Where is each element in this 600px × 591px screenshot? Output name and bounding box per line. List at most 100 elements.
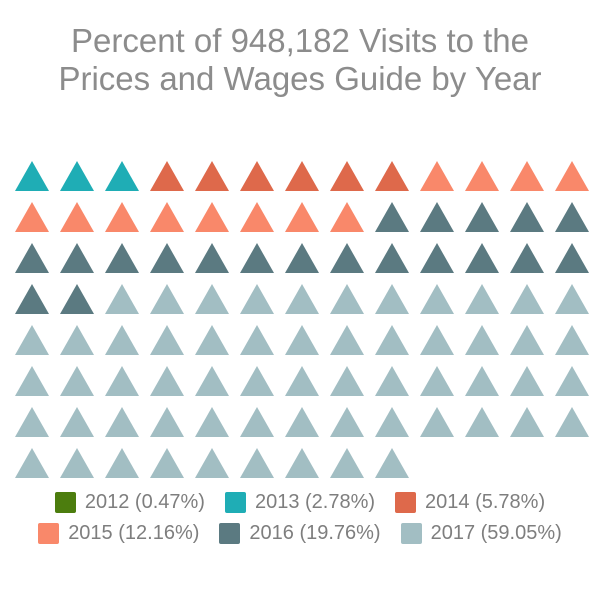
triangle-icon-2017 (555, 366, 589, 396)
triangle-icon-2017 (240, 284, 274, 314)
triangle-icon-2015 (285, 202, 319, 232)
triangle-icon-2017 (195, 325, 229, 355)
triangle-icon-2014 (195, 161, 229, 191)
triangle-icon-2017 (465, 407, 499, 437)
triangle-icon-2016 (60, 243, 94, 273)
triangle-icon-2015 (150, 202, 184, 232)
triangle-icon-2017 (420, 407, 454, 437)
legend-label-2012: 2012 (0.47%) (84, 491, 205, 513)
triangle-icon-2017 (420, 366, 454, 396)
triangle-icon-2016 (375, 202, 409, 232)
triangle-icon-2017 (375, 325, 409, 355)
triangle-icon-2016 (285, 243, 319, 273)
chart-title-line2: Prices and Wages Guide by Year (58, 60, 542, 97)
triangle-icon-2016 (375, 243, 409, 273)
triangle-icon-2015 (555, 161, 589, 191)
triangle-icon-2017 (195, 407, 229, 437)
triangle-icon-2017 (285, 366, 319, 396)
triangle-icon-2017 (240, 366, 274, 396)
triangle-icon-2017 (195, 366, 229, 396)
triangle-icon-2014 (375, 161, 409, 191)
triangle-icon-2017 (105, 284, 139, 314)
triangle-icon-2017 (15, 407, 49, 437)
legend-row-1: 2012 (0.47%) 2013 (2.78%) 2014 (5.78%) (0, 491, 600, 514)
legend-label-2016: 2016 (19.76%) (249, 522, 381, 544)
pictogram-grid (15, 161, 590, 478)
triangle-icon-2017 (555, 407, 589, 437)
chart-title-line1: Percent of 948,182 Visits to the (70, 22, 530, 59)
legend-swatch-icon-2014 (395, 492, 417, 513)
triangle-icon-2016 (195, 243, 229, 273)
triangle-icon-2015 (330, 202, 364, 232)
triangle-icon-2016 (555, 243, 589, 273)
triangle-icon-2017 (465, 366, 499, 396)
legend-label-2013: 2013 (2.78%) (254, 491, 376, 513)
triangle-icon-2014 (330, 161, 364, 191)
triangle-icon-2016 (555, 202, 589, 232)
triangle-icon-2017 (375, 407, 409, 437)
triangle-icon-2015 (15, 202, 49, 232)
triangle-icon-2014 (150, 161, 184, 191)
triangle-icon-2017 (285, 325, 319, 355)
triangle-icon-2017 (465, 284, 499, 314)
legend-item-2015: 2015 (12.16%) (38, 522, 199, 545)
triangle-icon-2013 (105, 161, 139, 191)
triangle-icon-2017 (465, 325, 499, 355)
triangle-icon-2017 (510, 407, 544, 437)
triangle-icon-2017 (15, 325, 49, 355)
triangle-icon-2017 (60, 407, 94, 437)
triangle-icon-2017 (285, 284, 319, 314)
triangle-icon-2017 (285, 448, 319, 478)
triangle-icon-2015 (60, 202, 94, 232)
triangle-icon-2017 (375, 448, 409, 478)
triangle-icon-2017 (15, 366, 49, 396)
triangle-icon-2017 (330, 407, 364, 437)
triangle-icon-2016 (150, 243, 184, 273)
triangle-icon-2016 (60, 284, 94, 314)
legend: 2012 (0.47%) 2013 (2.78%) 2014 (5.78%) 2015… (0, 491, 600, 545)
triangle-icon-2017 (375, 366, 409, 396)
triangle-icon-2016 (240, 243, 274, 273)
triangle-icon-2017 (60, 448, 94, 478)
triangle-icon-2017 (195, 284, 229, 314)
triangle-icon-2017 (15, 448, 49, 478)
legend-label-2014: 2014 (5.78%) (425, 491, 546, 513)
triangle-icon-2015 (465, 161, 499, 191)
triangle-icon-2017 (420, 284, 454, 314)
triangle-icon-2016 (510, 243, 544, 273)
legend-swatch-icon-2013 (224, 492, 246, 513)
triangle-icon-2016 (465, 243, 499, 273)
triangle-icon-2015 (420, 161, 454, 191)
triangle-icon-2017 (510, 366, 544, 396)
legend-item-2017: 2017 (59.05%) (400, 522, 562, 545)
triangle-icon-2016 (105, 243, 139, 273)
triangle-icon-2017 (285, 407, 319, 437)
triangle-icon-2017 (150, 284, 184, 314)
legend-swatch-icon-2015 (38, 523, 60, 544)
triangle-icon-2015 (105, 202, 139, 232)
triangle-icon-2014 (240, 161, 274, 191)
triangle-icon-2017 (510, 284, 544, 314)
legend-item-2014: 2014 (5.78%) (395, 491, 545, 514)
triangle-icon-2017 (150, 407, 184, 437)
triangle-icon-2017 (240, 325, 274, 355)
triangle-icon-2016 (465, 202, 499, 232)
triangle-icon-2016 (420, 202, 454, 232)
triangle-icon-2017 (150, 448, 184, 478)
triangle-icon-2017 (420, 325, 454, 355)
triangle-icon-2014 (285, 161, 319, 191)
legend-item-2016: 2016 (19.76%) (219, 522, 381, 545)
triangle-icon-2016 (420, 243, 454, 273)
legend-label-2015: 2015 (12.16%) (68, 522, 200, 544)
triangle-icon-2017 (150, 325, 184, 355)
legend-label-2017: 2017 (59.05%) (430, 522, 562, 544)
triangle-icon-2016 (15, 284, 49, 314)
triangle-icon-2016 (510, 202, 544, 232)
triangle-icon-2017 (105, 325, 139, 355)
triangle-icon-2017 (60, 366, 94, 396)
legend-swatch-icon-2012 (54, 492, 76, 513)
triangle-icon-2015 (510, 161, 544, 191)
triangle-icon-2017 (240, 407, 274, 437)
triangle-icon-2017 (105, 448, 139, 478)
